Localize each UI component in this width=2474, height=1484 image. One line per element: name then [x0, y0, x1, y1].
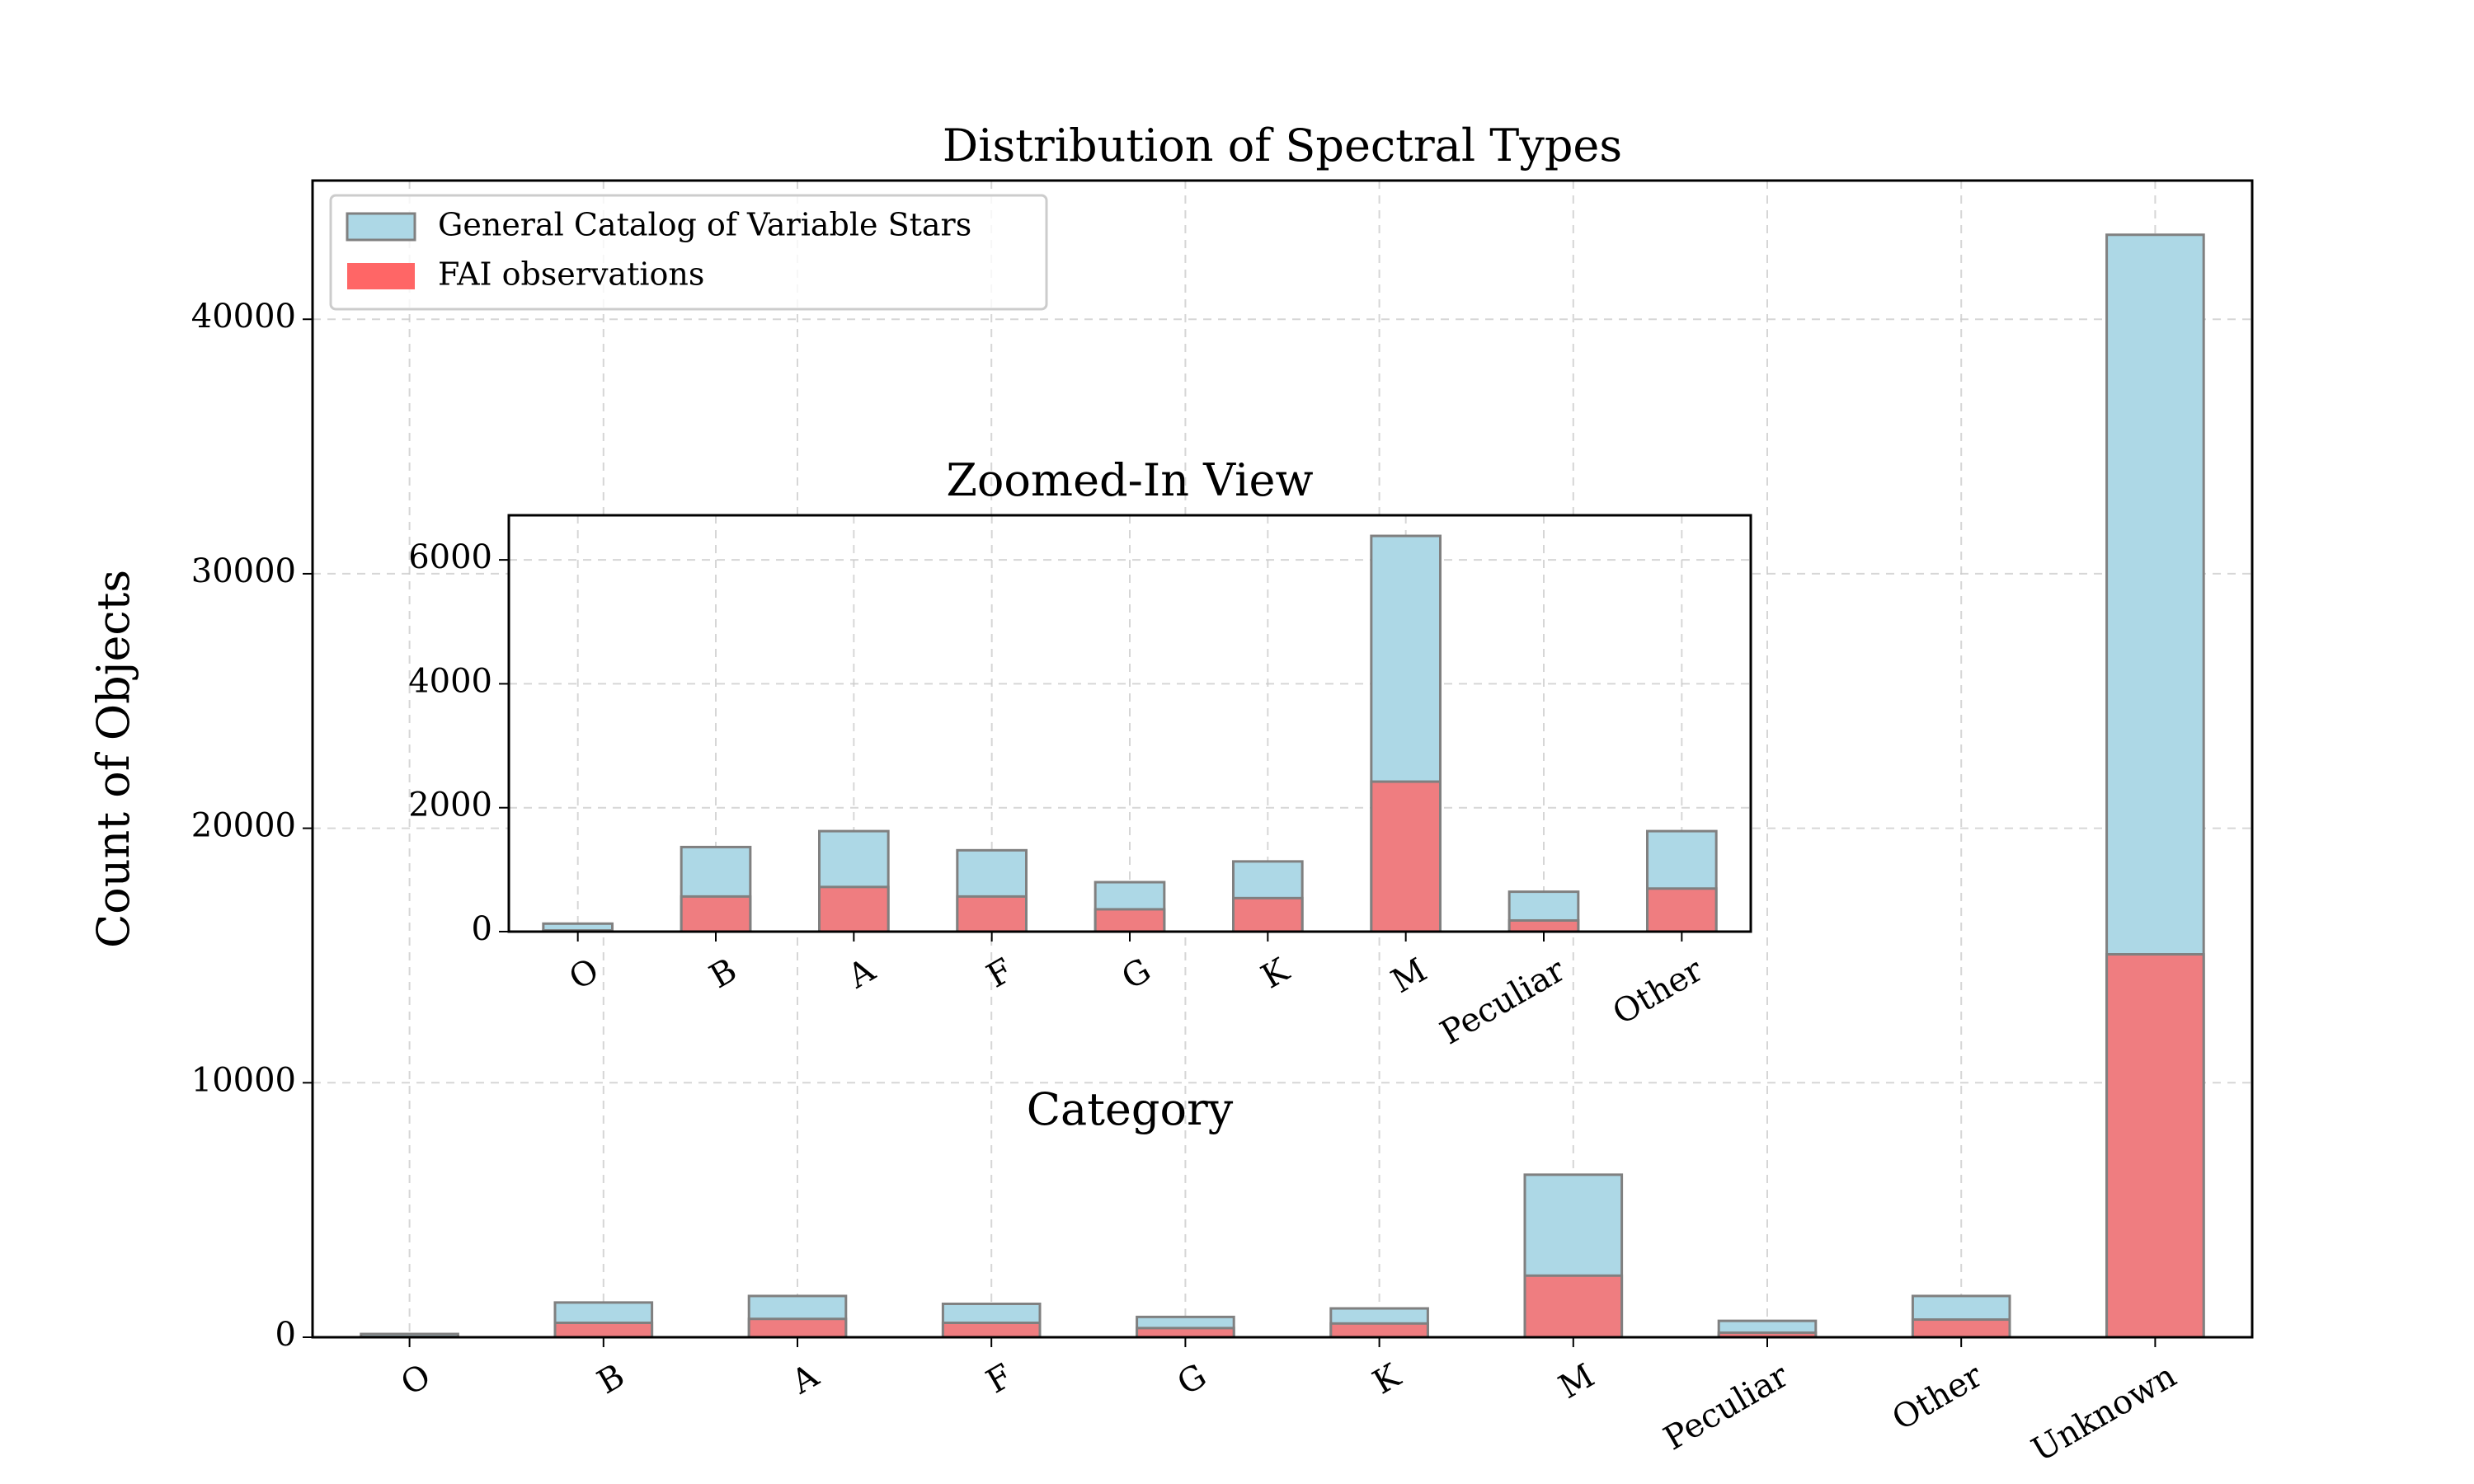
x-tick-label: O	[395, 1357, 437, 1403]
y-tick-label: 30000	[191, 552, 296, 590]
legend-swatch	[346, 212, 416, 242]
legend-frame	[329, 194, 1048, 311]
y-tick-label: 10000	[191, 1061, 296, 1099]
bar	[1370, 780, 1442, 933]
chart-title: Distribution of Spectral Types	[943, 120, 1622, 171]
bar	[941, 1321, 1042, 1339]
legend-label: FAI observations	[438, 256, 704, 293]
y-tick-label: 4000	[408, 662, 492, 700]
bar	[2105, 953, 2205, 1339]
bar	[1232, 896, 1304, 933]
y-tick-label: 20000	[191, 807, 296, 845]
x-tick-label: F	[981, 1357, 1019, 1402]
x-tick-label: Peculiar	[1658, 1356, 1795, 1458]
y-tick-label: 2000	[408, 787, 492, 824]
bar	[747, 1317, 848, 1339]
y-tick-label: 6000	[408, 538, 492, 576]
x-tick-label: K	[1366, 1356, 1408, 1402]
bar	[1523, 1274, 1624, 1339]
y-axis-label: Count of Objects	[87, 570, 139, 948]
bar	[1507, 918, 1580, 933]
chart-title: Zoomed-In View	[946, 454, 1313, 506]
bar	[1094, 908, 1166, 933]
legend-label: General Catalog of Variable Stars	[438, 207, 971, 243]
legend-swatch	[347, 263, 415, 289]
y-tick-label: 0	[275, 1316, 296, 1354]
plot-frame	[311, 179, 2254, 1339]
x-tick-label: A	[785, 1356, 826, 1402]
legend: General Catalog of Variable Stars FAI obs…	[329, 194, 1048, 311]
y-tick-label: 0	[472, 910, 492, 948]
bar	[956, 895, 1028, 933]
x-axis-label: Category	[1027, 1083, 1234, 1135]
bar	[680, 895, 752, 933]
y-tick-label: 40000	[191, 298, 296, 336]
x-tick-label: B	[591, 1357, 631, 1402]
x-tick-label: Other	[1886, 1356, 1989, 1438]
x-tick-label: G	[1171, 1357, 1213, 1403]
bar	[818, 885, 890, 933]
bar	[1646, 887, 1718, 933]
bar	[553, 1321, 654, 1339]
bar	[1136, 1327, 1235, 1339]
x-tick-label: M	[1553, 1357, 1601, 1407]
plot-frame	[507, 514, 1752, 933]
bar	[1329, 1322, 1429, 1339]
bar	[1911, 1318, 2011, 1339]
x-tick-label: Unknown	[2025, 1357, 2183, 1470]
